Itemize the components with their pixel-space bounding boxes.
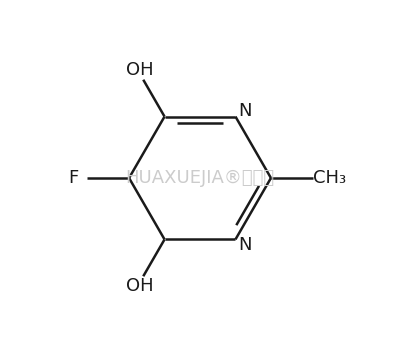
Text: N: N	[238, 102, 252, 120]
Text: OH: OH	[126, 62, 154, 79]
Text: OH: OH	[126, 277, 154, 294]
Text: F: F	[69, 169, 79, 187]
Text: N: N	[238, 236, 252, 254]
Text: HUAXUEJIA®化学加: HUAXUEJIA®化学加	[126, 169, 274, 187]
Text: CH₃: CH₃	[312, 169, 346, 187]
